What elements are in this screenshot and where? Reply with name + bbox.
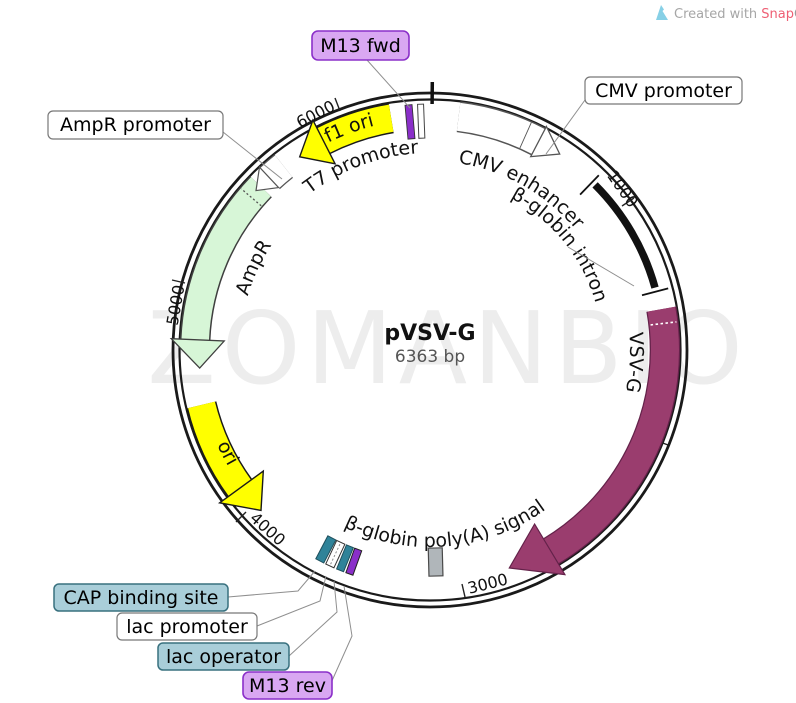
callout-labels: M13 fwd CMV promoter AmpR promoter CAP b… <box>47 30 743 700</box>
m13-rev-leader <box>330 585 353 684</box>
svg-text:AmpR: AmpR <box>232 236 276 298</box>
cap-binding-site-label-box[interactable] <box>53 583 229 612</box>
credit-brand-snap: Snap <box>761 7 794 22</box>
cmv-promoter-arrowhead[interactable] <box>529 125 561 158</box>
snapgene-credit: Created with SnapGene® <box>656 5 796 22</box>
cap-binding-site-label: CAP binding site <box>64 587 219 609</box>
plasmid-size: 6363 bp <box>395 347 465 367</box>
feature-m13-fwd-box[interactable] <box>404 104 416 140</box>
feature-lac-operator-box[interactable] <box>335 544 355 573</box>
tick-mark-3000 <box>461 583 466 598</box>
m13-rev-label: M13 rev <box>249 675 326 697</box>
feature-bglobin-polya-box[interactable] <box>427 547 444 577</box>
lac-operator-label-box[interactable] <box>157 642 290 671</box>
lac-operator-label: lac operator <box>166 646 281 668</box>
f1-ori-arrowhead[interactable] <box>298 118 337 165</box>
vsvg-name[interactable]: VSV-G <box>621 332 647 395</box>
backbone-circle-outer <box>171 91 689 609</box>
cmv-promoter-label-box[interactable] <box>584 76 743 105</box>
cap-binding-site-leader <box>227 570 316 598</box>
watermark-text: ZOMANBIO <box>147 290 749 407</box>
lac-operator-leader <box>288 580 338 657</box>
ampr-start-dotted-line <box>240 188 262 207</box>
m13-rev-label-box[interactable] <box>242 671 333 700</box>
feature-t7-promoter-box[interactable] <box>417 103 426 139</box>
bglobin-intron-leader <box>567 246 635 287</box>
bglobin-polya-name[interactable]: β-globin poly(A) signal <box>341 495 549 552</box>
ori-arrowhead[interactable] <box>217 469 265 512</box>
snapgene-logo-icon <box>656 5 668 20</box>
leader-lines <box>222 59 635 684</box>
lac-promoter-label: lac promoter <box>126 616 248 638</box>
ampr-promoter-label-box[interactable] <box>47 110 224 140</box>
m13-fwd-label-box[interactable] <box>311 30 410 61</box>
m13-fwd-label: M13 fwd <box>320 35 401 57</box>
tick-mark-1000 <box>621 197 635 207</box>
ampr-promoter-label: AmpR promoter <box>60 114 211 136</box>
lac-promoter-leader <box>256 575 327 627</box>
feature-m13-rev-box[interactable] <box>345 547 363 576</box>
ampr-arrowhead[interactable] <box>169 337 226 370</box>
plasmid-name: pVSV-G <box>384 321 475 346</box>
feature-ori-arrow[interactable] <box>186 401 265 512</box>
feature-ampr-promoter-arrow[interactable] <box>255 154 294 192</box>
backbone-circle-inner <box>178 98 682 602</box>
feature-cluster-lac-region <box>315 535 363 576</box>
tick-marks <box>171 97 669 598</box>
cmv-promoter-label: CMV promoter <box>595 80 732 102</box>
svg-text:β-globin poly(A) signal: β-globin poly(A) signal <box>341 495 549 552</box>
tick-mark-6000 <box>334 97 341 112</box>
ampr-promoter-leader <box>222 131 283 180</box>
cmv-promoter-leader <box>545 99 586 155</box>
feature-cmv-enhancer-promoter-arrow[interactable] <box>456 101 561 158</box>
lac-promoter-label-box[interactable] <box>116 612 258 641</box>
vsvg-arrowhead[interactable] <box>508 522 567 576</box>
svg-text:VSV-G: VSV-G <box>621 332 647 395</box>
credit-brand-gene: Gene <box>794 7 796 22</box>
feature-lac-promoter-box[interactable] <box>325 539 346 569</box>
tick-mark-5000 <box>171 279 186 284</box>
credit-prefix: Created with <box>674 7 761 22</box>
feature-cap-binding-site-box[interactable] <box>315 535 337 564</box>
tick-mark-4000 <box>235 511 247 523</box>
snapgene-credit-text: Created with SnapGene® <box>674 7 796 22</box>
ampr-name[interactable]: AmpR <box>232 236 276 298</box>
ampr-promoter-arrowhead[interactable] <box>255 165 280 192</box>
cmv-enhancer-promoter-divider <box>519 122 532 149</box>
m13-fwd-leader <box>366 59 411 109</box>
tick-label-4000: 4000 <box>246 508 289 549</box>
feature-bglobin-intron-arc[interactable] <box>579 174 669 297</box>
vsvg-start-dotted-line <box>650 321 677 326</box>
feature-ampr-arrow[interactable] <box>169 176 273 370</box>
feature-vsvg-arrow[interactable] <box>508 306 681 576</box>
feature-f1-ori-arrow[interactable] <box>298 103 395 165</box>
